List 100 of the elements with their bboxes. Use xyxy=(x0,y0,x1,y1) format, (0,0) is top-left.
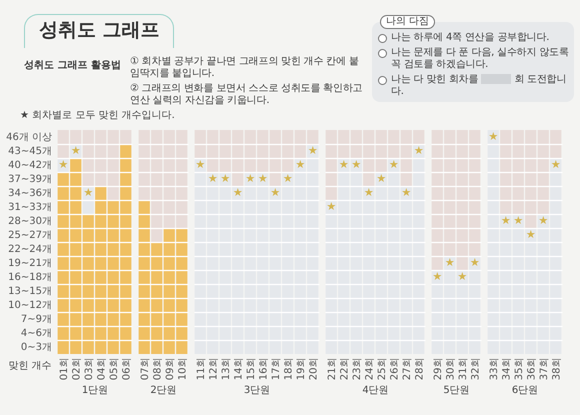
text: 31~33개 xyxy=(8,202,52,213)
x-tick-label: 13회 xyxy=(220,358,232,380)
x-tick-label: 35회 xyxy=(514,358,525,380)
text: 16~18개 xyxy=(8,272,52,283)
annotation: ★ xyxy=(338,158,349,171)
annotation: ★ xyxy=(457,270,468,283)
x-tick-label: 19회 xyxy=(296,358,307,380)
annotation: ★ xyxy=(295,158,306,171)
annotation: ★ xyxy=(388,158,399,171)
x-tick-label: 12회 xyxy=(208,358,220,380)
x-tick-label: 23회 xyxy=(352,358,363,380)
text: ① 회차별 공부가 끝나면 그래프의 맞힌 개수 칸에 붙임딱지를 붙입니다. xyxy=(130,56,360,80)
text: 46개 이상 xyxy=(6,132,52,143)
x-tick-label: 25회 xyxy=(376,358,388,380)
x-tick-label: 28회 xyxy=(414,358,426,380)
annotation: ★ xyxy=(444,256,455,270)
x-axis-title: 6단원 xyxy=(512,385,538,396)
text: 22~24개 xyxy=(8,244,52,255)
x-tick-label: 38회 xyxy=(551,358,562,380)
x-axis-title: 3단원 xyxy=(244,385,270,396)
text: 나는 다 맞힌 회차를 xyxy=(391,74,478,85)
x-tick-label: 22회 xyxy=(339,358,350,380)
annotation: ★ xyxy=(70,144,81,158)
text: 나는 문제를 다 푼 다음, 실수하지 않도록 꼭 검토를 하겠습니다. xyxy=(391,47,570,71)
annotation: ★ xyxy=(351,158,362,171)
annotation: ★ xyxy=(470,256,480,270)
x-tick-label: 32회 xyxy=(470,358,482,380)
text: 10~12개 xyxy=(8,300,52,311)
x-tick-label: 02회 xyxy=(71,358,82,380)
x-tick-label: 26회 xyxy=(389,358,400,380)
x-tick-label: 31회 xyxy=(458,358,469,380)
annotation: ★ xyxy=(326,200,336,214)
x-tick-label: 36회 xyxy=(526,358,538,380)
chart-title: 성취도 그래프 xyxy=(39,18,160,42)
text: 19~21개 xyxy=(8,258,52,269)
annotation: ★ xyxy=(500,214,511,227)
text: 34~36개 xyxy=(8,188,52,199)
annotation: ★ xyxy=(526,228,536,242)
text: 7~9개 xyxy=(20,314,52,325)
annotation: ★ xyxy=(513,214,524,227)
annotation: ★ xyxy=(308,144,318,158)
annotation: ★ xyxy=(83,186,94,199)
x-tick-label: 16회 xyxy=(258,358,270,380)
annotation: ★ xyxy=(376,172,386,186)
annotation: ★ xyxy=(58,158,68,171)
x-tick-label: 06회 xyxy=(121,358,132,380)
x-axis-title: 1단원 xyxy=(82,385,108,396)
x-tick-label: 37회 xyxy=(538,358,550,380)
x-tick-label: 14회 xyxy=(233,358,244,380)
x-tick-label: 20회 xyxy=(308,358,320,380)
x-axis-title: 4단원 xyxy=(362,385,389,396)
x-tick-label: 01회 xyxy=(58,358,70,380)
x-tick-label: 04회 xyxy=(96,358,108,380)
annotation: ★ xyxy=(208,172,218,186)
text: 40~42개 xyxy=(8,160,52,171)
text: 성취도 그래프 활용법 xyxy=(24,60,121,72)
annotation: ★ xyxy=(232,186,243,199)
text: 13~15개 xyxy=(8,286,52,297)
x-tick-label: 10회 xyxy=(177,358,188,380)
text: 37~39개 xyxy=(8,174,52,185)
annotation: ★ xyxy=(550,158,561,171)
x-tick-label: 07회 xyxy=(140,358,151,380)
text: 0~3개 xyxy=(20,342,52,353)
annotation: ★ xyxy=(538,214,548,227)
annotation: ★ xyxy=(364,186,374,199)
annotation: ★ xyxy=(488,130,498,143)
text: 나의 다짐 xyxy=(380,15,436,29)
x-tick-label: 17회 xyxy=(270,358,282,380)
x-tick-label: 15회 xyxy=(246,358,257,380)
annotation: ★ xyxy=(401,186,412,199)
x-tick-label: 24회 xyxy=(364,358,376,380)
text: 43~45개 xyxy=(8,146,52,157)
x-tick-label: 11회 xyxy=(196,358,207,380)
annotation: ★ xyxy=(432,270,442,283)
annotation: ★ xyxy=(282,172,293,186)
text: ② 그래프의 변화를 보면서 스스로 성취도를 확인하고 연산 실력의 자신감을 키웁니다. xyxy=(130,83,364,107)
text: ★ 회차별로 모두 맞힌 개수입니다. xyxy=(20,110,175,122)
x-tick-label: 34회 xyxy=(501,358,512,380)
x-tick-label: 18회 xyxy=(283,358,294,380)
x-tick-label: 33회 xyxy=(488,358,500,380)
annotation: ★ xyxy=(258,172,268,186)
x-tick-label: 27회 xyxy=(402,358,413,380)
x-axis-title: 2단원 xyxy=(150,385,177,396)
x-tick-label: 21회 xyxy=(326,358,338,380)
text: 25~27개 xyxy=(8,230,52,241)
annotation: ★ xyxy=(245,172,256,186)
x-axis-title: 5단원 xyxy=(443,385,470,396)
x-tick-label: 03회 xyxy=(84,358,95,380)
annotation: ★ xyxy=(195,158,206,171)
y-axis-title: 맞힌 개수 xyxy=(8,360,52,372)
annotation: ★ xyxy=(220,172,230,186)
annotation: ★ xyxy=(270,186,280,199)
annotation: ★ xyxy=(414,144,424,158)
text: 4~6개 xyxy=(20,328,52,339)
x-tick-label: 08회 xyxy=(152,358,164,380)
text: 나는 하루에 4쪽 연산을 공부합니다. xyxy=(391,32,550,44)
x-tick-label: 05회 xyxy=(108,358,120,380)
x-tick-label: 09회 xyxy=(164,358,176,380)
x-tick-label: 30회 xyxy=(445,358,456,380)
text: 28~30개 xyxy=(8,216,52,227)
